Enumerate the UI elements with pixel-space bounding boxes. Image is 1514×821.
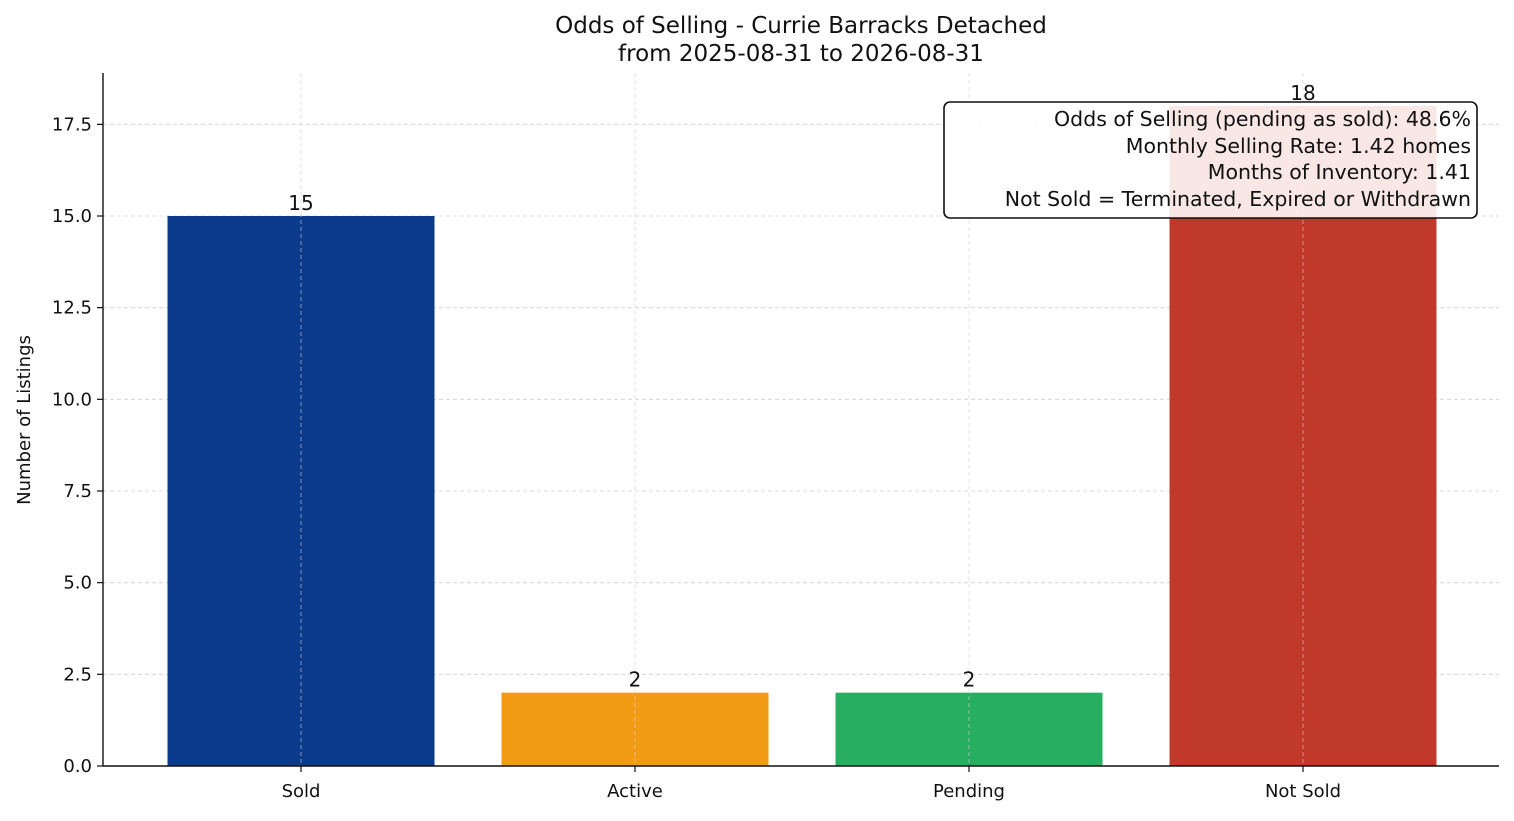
- y-tick-label: 0.0: [63, 756, 92, 777]
- x-tick-label: Pending: [933, 781, 1005, 802]
- y-tick-label: 2.5: [63, 664, 92, 685]
- y-axis-label: Number of Listings: [14, 335, 35, 505]
- bar-value-label: 2: [629, 668, 642, 692]
- annotation-frame: [943, 101, 1478, 219]
- annotation-line-inventory: Months of Inventory: 1.41: [1208, 160, 1471, 184]
- y-tick-label: 10.0: [52, 389, 92, 410]
- annotation-line-not-sold-definition: Not Sold = Terminated, Expired or Withdr…: [1005, 187, 1471, 211]
- x-tick-label: Sold: [282, 781, 321, 802]
- bar-value-label: 15: [288, 191, 313, 215]
- bar-value-label: 18: [1290, 81, 1315, 105]
- annotation-line-rate: Monthly Selling Rate: 1.42 homes: [1126, 134, 1471, 158]
- y-tick-label: 7.5: [63, 481, 92, 502]
- labels-layer: 0.0 2.5 5.0 7.5 10.0 12.5 15.0 17.5 15 2 2 18 Sold Ac…: [52, 81, 1341, 802]
- x-tick-label: Active: [607, 781, 663, 802]
- x-tick-label: Not Sold: [1265, 781, 1341, 802]
- y-tick-label: 12.5: [52, 298, 92, 319]
- annotation-box: Odds of Selling (pending as sold): 48.6%…: [943, 101, 1478, 219]
- y-tick-label: 5.0: [63, 573, 92, 594]
- bar-value-label: 2: [963, 668, 976, 692]
- chart-subtitle: from 2025-08-31 to 2026-08-31: [618, 41, 984, 67]
- chart-title: Odds of Selling - Currie Barracks Detach…: [555, 13, 1047, 39]
- y-tick-label: 15.0: [52, 206, 92, 227]
- y-tick-label: 17.5: [52, 114, 92, 135]
- axes-layer: [97, 73, 1499, 772]
- annotation-line-odds: Odds of Selling (pending as sold): 48.6%: [1054, 107, 1471, 131]
